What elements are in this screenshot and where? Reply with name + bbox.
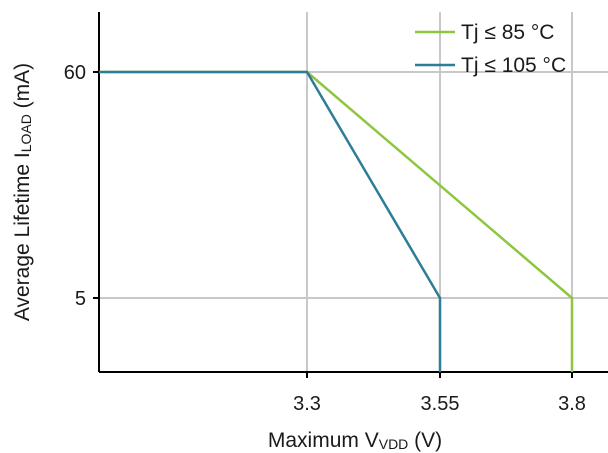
tick-labels: 3.3 3.55 3.8 60 5 bbox=[64, 62, 586, 415]
series-line-1 bbox=[99, 70, 442, 372]
series-line-0 bbox=[99, 70, 574, 372]
x-tick-label-2: 3.8 bbox=[558, 393, 586, 415]
y-tick-label-0: 60 bbox=[64, 62, 86, 84]
y-tick-label-1: 5 bbox=[75, 288, 86, 310]
x-axis-label: Maximum VVDD (V) bbox=[268, 429, 442, 452]
x-tick-label-0: 3.3 bbox=[293, 393, 321, 415]
legend: Tj ≤ 85 °C Tj ≤ 105 °C bbox=[415, 21, 566, 77]
y-axis-label: Average Lifetime ILOAD (mA) bbox=[11, 63, 34, 321]
x-tick-label-1: 3.55 bbox=[421, 393, 460, 415]
series-lines bbox=[99, 70, 574, 372]
legend-label-0: Tj ≤ 85 °C bbox=[461, 21, 554, 44]
legend-label-1: Tj ≤ 105 °C bbox=[461, 54, 566, 77]
